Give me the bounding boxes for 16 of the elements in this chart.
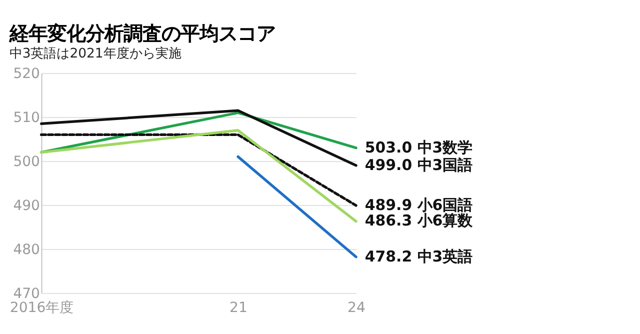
x-tick-label: 21 [230,300,248,316]
text: 478.2 中3英語 [364,247,473,266]
text: 486.3 小6算数 [364,212,473,230]
text: 503.0 中3数学 [364,138,473,156]
y-tick-label: 520 [13,66,40,82]
chart-subtitle: 中3英語は2021年度から実施 [9,45,182,62]
y-tick-label: 470 [13,286,40,302]
text: 499.0 中3国語 [364,156,473,174]
chart-title: 経年変化分析調査の平均スコア [8,22,276,45]
x-tick-label: 2016年度 [10,300,74,316]
y-tick-label: 500 [13,154,40,170]
text: 489.9 小6国語 [364,196,473,214]
y-tick-label: 510 [13,110,40,126]
y-tick-label: 480 [13,242,40,258]
x-tick-label: 24 [348,300,366,316]
y-tick-label: 490 [13,198,40,214]
